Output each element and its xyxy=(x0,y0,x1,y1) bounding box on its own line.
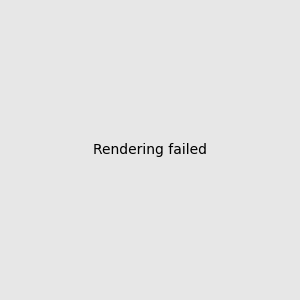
Text: Rendering failed: Rendering failed xyxy=(93,143,207,157)
